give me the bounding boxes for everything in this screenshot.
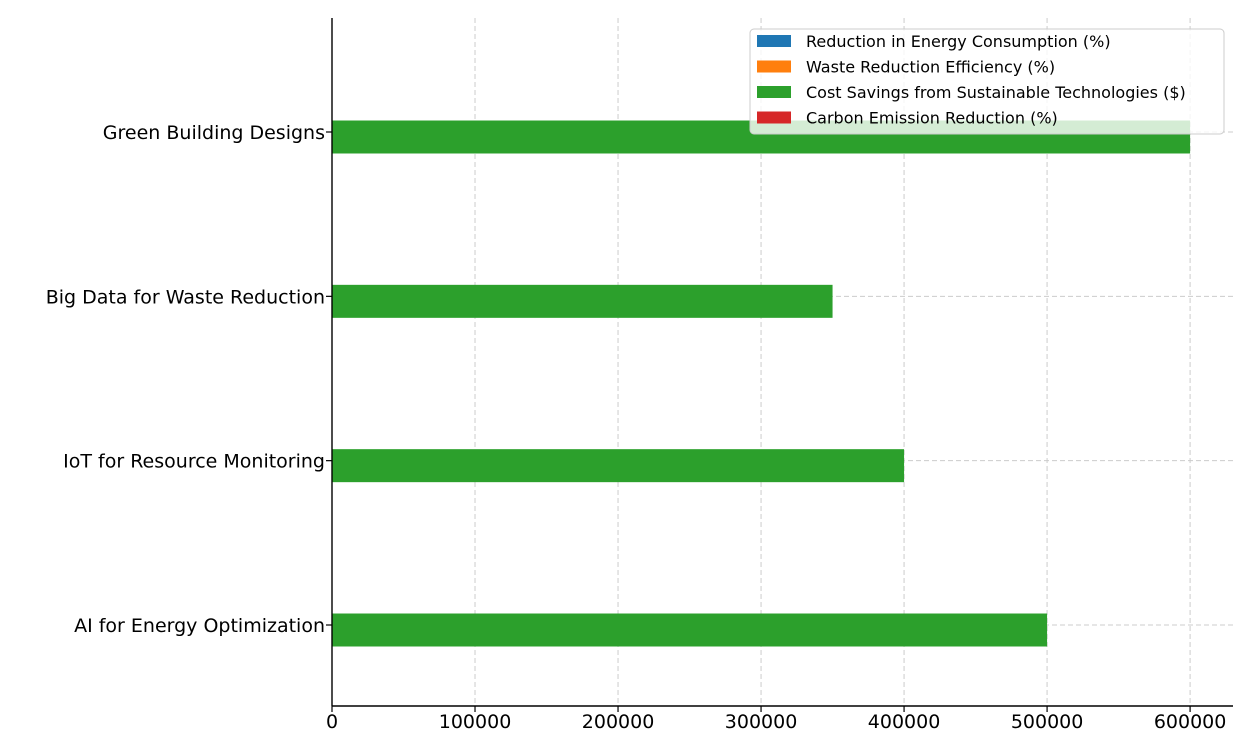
x-tick-label: 0 — [326, 711, 338, 733]
x-tick-label: 500000 — [1011, 711, 1084, 733]
y-tick-label: Green Building Designs — [103, 122, 325, 144]
y-tick-label: IoT for Resource Monitoring — [63, 451, 325, 473]
legend-label: Carbon Emission Reduction (%) — [806, 109, 1058, 128]
legend-swatch — [757, 111, 791, 124]
y-tick-label: Big Data for Waste Reduction — [46, 286, 325, 308]
legend-label: Reduction in Energy Consumption (%) — [806, 32, 1111, 51]
bar — [332, 284, 833, 318]
bars — [332, 98, 1191, 658]
bar — [332, 613, 1048, 647]
x-tick-label: 300000 — [725, 711, 798, 733]
legend-label: Waste Reduction Efficiency (%) — [806, 58, 1055, 77]
legend-box — [749, 28, 1225, 135]
legend-swatch — [757, 60, 791, 73]
legend-label: Cost Savings from Sustainable Technologi… — [806, 83, 1186, 102]
x-tick-label: 600000 — [1154, 711, 1227, 733]
tick-labels: 0 100000 200000 300000 400000 500000 600000 AI … — [46, 122, 1227, 733]
x-tick-label: 200000 — [582, 711, 655, 733]
x-tick-label: 400000 — [868, 711, 941, 733]
axes — [331, 18, 1233, 707]
legend-swatch — [757, 35, 791, 47]
bar — [332, 449, 905, 483]
y-tick-label: AI for Energy Optimization — [74, 615, 325, 637]
legend-swatch — [757, 86, 791, 98]
x-tick-label: 100000 — [439, 711, 512, 733]
legend: Reduction in Energy Consumption (%) Waste… — [749, 28, 1225, 135]
